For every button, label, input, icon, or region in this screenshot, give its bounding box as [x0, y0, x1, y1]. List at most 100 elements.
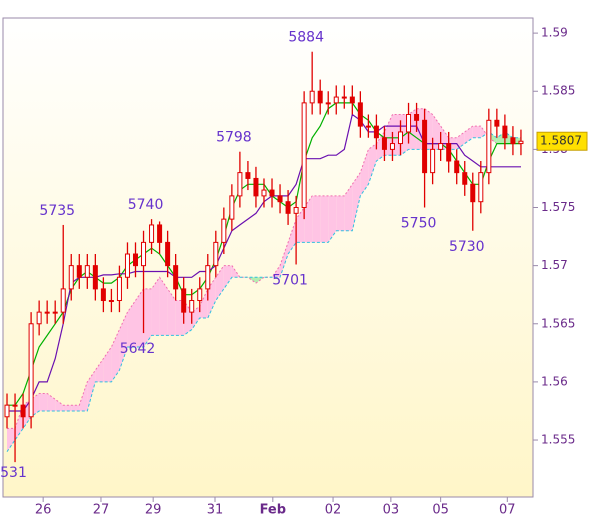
candle-body: [165, 241, 171, 267]
candle-body: [141, 241, 147, 267]
candle-body: [414, 113, 420, 121]
candle-body: [510, 137, 516, 145]
x-tick-label: 31: [207, 503, 224, 518]
cloud-segment: [280, 242, 289, 278]
cloud-segment: [95, 358, 104, 382]
cloud-segment: [119, 312, 128, 371]
candle-body: [269, 189, 275, 197]
candle-body: [446, 143, 452, 162]
candle-body: [52, 311, 58, 314]
y-tick-label: 1.56: [541, 374, 568, 388]
cloud-segment: [223, 265, 232, 289]
cloud-segment: [39, 393, 48, 411]
candle-body: [325, 102, 331, 105]
candle-body: [373, 125, 379, 139]
cloud-segment: [464, 126, 473, 144]
candle-body: [494, 119, 500, 127]
y-tick-label: 1.555: [541, 433, 575, 447]
candle-body: [397, 131, 404, 145]
candle-body: [406, 113, 412, 133]
candle-body: [84, 265, 90, 278]
candle-body: [76, 265, 82, 278]
cloud-segment: [296, 207, 305, 243]
x-tick-label: 07: [499, 503, 516, 518]
candle-body: [349, 96, 355, 104]
cloud-segment: [336, 195, 345, 231]
candle-body: [317, 90, 323, 104]
candle-body: [116, 276, 122, 302]
candle-body: [245, 172, 251, 179]
last-price-label: 1.5807: [540, 134, 582, 148]
candle-body: [36, 311, 42, 325]
candle-body: [60, 288, 66, 313]
candle-body: [470, 183, 476, 203]
cloud-segment: [127, 300, 136, 348]
low-annotation: 5730: [449, 239, 485, 255]
candle-body: [4, 404, 10, 418]
candle-body: [285, 201, 291, 214]
cloud-segment: [312, 195, 321, 243]
candle-body: [213, 241, 219, 267]
low-annotation: 5642: [120, 341, 156, 357]
candle-body: [221, 218, 227, 243]
candle-body: [438, 143, 444, 150]
cloud-segment: [432, 114, 441, 150]
cloud-segment: [87, 370, 96, 411]
cloud-segment: [63, 405, 72, 411]
candle-body: [92, 265, 98, 290]
cloud-segment: [328, 195, 337, 243]
candle-body: [157, 224, 163, 243]
y-tick-label: 1.59: [541, 26, 568, 40]
candle-body: [20, 404, 26, 418]
candle-body: [12, 404, 18, 407]
candle-body: [486, 119, 492, 174]
candle-body: [68, 265, 74, 290]
low-annotation: 5531: [0, 465, 27, 481]
candle-body: [28, 323, 34, 418]
cloud-segment: [472, 126, 481, 138]
cloud-segment: [47, 393, 56, 411]
cloud-segment: [288, 219, 297, 255]
cloud-segment: [143, 288, 152, 348]
candle-body: [462, 172, 468, 185]
plot-area: [2, 17, 534, 498]
candle-body: [197, 288, 203, 302]
cloud-segment: [167, 288, 176, 336]
cloud-segment: [368, 143, 377, 185]
candle-body: [277, 195, 283, 203]
low-annotation: 5701: [272, 272, 308, 288]
candle-body: [149, 224, 155, 243]
candle-body: [518, 140, 524, 145]
candle-body: [132, 253, 139, 267]
high-annotation: 5798: [216, 130, 252, 146]
x-tick-label: 27: [93, 503, 110, 518]
cloud-segment: [159, 277, 168, 336]
x-tick-label: 05: [432, 503, 449, 518]
candle-body: [253, 177, 259, 197]
candle-body: [100, 288, 106, 302]
candle-body: [181, 288, 187, 313]
candle-body: [237, 172, 243, 197]
x-tick-label: 29: [145, 503, 162, 518]
candle-body: [389, 143, 395, 150]
candle-body: [44, 311, 50, 314]
cloud-segment: [71, 405, 80, 411]
candle-body: [124, 253, 130, 278]
cloud-segment: [320, 195, 329, 243]
y-tick-label: 1.57: [541, 258, 568, 272]
low-annotation: 5750: [401, 216, 437, 232]
candle-body: [365, 125, 371, 128]
candle-body: [381, 137, 387, 150]
cloud-segment: [344, 184, 353, 231]
cloud-segment: [199, 288, 208, 318]
candle-body: [430, 148, 436, 174]
high-annotation: 5735: [39, 203, 75, 219]
candle-body: [189, 300, 195, 313]
candle-body: [261, 189, 267, 197]
y-tick-label: 1.585: [541, 84, 575, 98]
candle-body: [333, 96, 339, 104]
x-tick-label: 02: [325, 503, 342, 518]
y-tick-label: 1.575: [541, 200, 575, 214]
